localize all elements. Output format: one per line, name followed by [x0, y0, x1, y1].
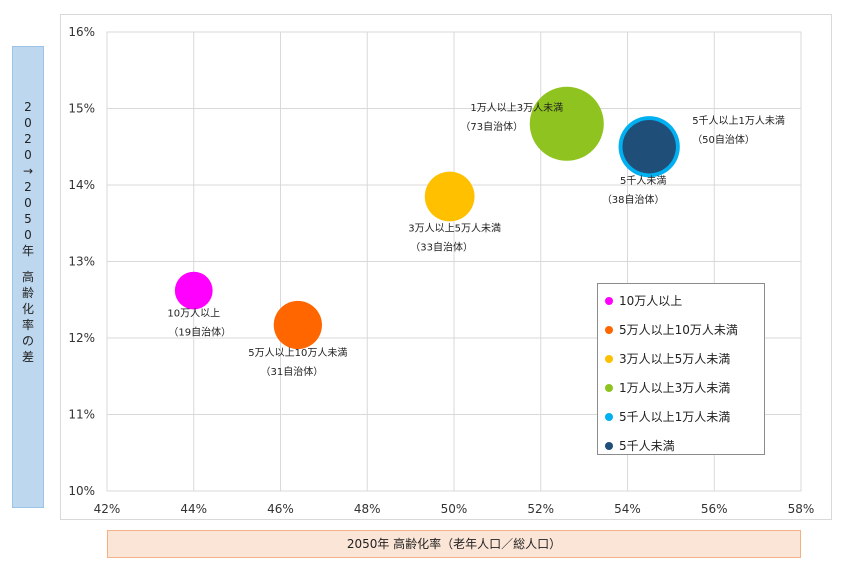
bubble-count-label: （50自治体） [692, 133, 755, 146]
y-axis-title-char: 2 [24, 132, 32, 146]
y-tick-label: 16% [68, 25, 95, 39]
bubble-count-label: （33自治体） [410, 240, 473, 253]
legend-item: 5万人以上10万人未満 [598, 315, 764, 344]
legend-item: 1万人以上3万人未満 [598, 373, 764, 402]
y-axis-title-char: 5 [24, 212, 32, 226]
x-tick-label: 48% [354, 502, 381, 516]
y-axis-title-char: 2 [24, 100, 32, 114]
bubble-label: 10万人以上 [167, 308, 220, 320]
y-axis-title-char: の [21, 334, 34, 348]
y-axis-title-char: 齢 [21, 286, 34, 300]
y-axis-title-char: 率 [21, 318, 34, 332]
bubble [529, 86, 604, 161]
legend-item: 3万人以上5万人未満 [598, 344, 764, 373]
legend-marker [605, 383, 613, 392]
y-axis-title-box: 2 0 2 0 → 2 0 5 0 年 高齢化率の差 [12, 46, 44, 508]
x-tick-label: 50% [441, 502, 468, 516]
legend-label: 3万人以上5万人未満 [619, 352, 731, 366]
y-axis-title-char: 差 [21, 350, 34, 364]
legend-marker [605, 441, 613, 450]
y-tick-label: 14% [68, 178, 95, 192]
bubble-count-label: （73自治体） [460, 120, 523, 133]
legend-item: 10万人以上 [598, 286, 764, 315]
bubble [174, 271, 213, 310]
bubble-label: 3万人以上5万人未満 [408, 222, 501, 234]
bubble [622, 120, 676, 174]
y-axis-title-char: 化 [21, 302, 34, 316]
x-tick-label: 46% [267, 502, 294, 516]
legend-label: 5千人以上1万人未満 [619, 410, 731, 424]
y-axis-title-char: 2 [24, 180, 32, 194]
y-tick-label: 15% [68, 102, 95, 116]
y-tick-label: 13% [68, 255, 95, 269]
bubble-label: 5万人以上10万人未満 [248, 347, 347, 359]
x-tick-label: 52% [527, 502, 554, 516]
x-tick-label: 58% [788, 502, 815, 516]
legend-marker [605, 325, 613, 334]
x-axis-title: 2050年 高齢化率（老年人口／総人口） [346, 537, 562, 551]
bubble-label: 5千人以上1万人未満 [692, 115, 785, 127]
legend-label: 5万人以上10万人未満 [619, 323, 738, 337]
legend: 10万人以上 5万人以上10万人未満 3万人以上5万人未満 1万人以上3万人未満 5千人… [597, 283, 765, 455]
bubble-label: 1万人以上3万人未満 [470, 102, 563, 114]
x-tick-label: 42% [94, 502, 121, 516]
bubble-count-label: （19自治体） [168, 326, 231, 339]
y-axis-title-char: 0 [24, 196, 32, 210]
legend-label: 10万人以上 [619, 294, 683, 308]
y-axis-title-char: → [22, 164, 34, 178]
legend-label: 5千人未満 [619, 439, 675, 453]
x-axis-title-box: 2050年 高齢化率（老年人口／総人口） [107, 530, 801, 558]
x-tick-label: 54% [614, 502, 641, 516]
bubble-count-label: （38自治体） [602, 193, 665, 206]
y-tick-label: 10% [68, 484, 95, 498]
legend-marker [605, 412, 613, 421]
legend-item: 5千人未満 [598, 431, 764, 460]
legend-marker [605, 296, 613, 305]
y-tick-label: 11% [68, 408, 95, 422]
y-axis-title: 2 0 2 0 → 2 0 5 0 年 高齢化率の差 [13, 99, 43, 365]
x-tick-label: 56% [701, 502, 728, 516]
legend-label: 1万人以上3万人未満 [619, 381, 731, 395]
bubble [273, 300, 322, 350]
y-axis-title-char: 0 [24, 116, 32, 130]
bubble-count-label: （31自治体） [260, 365, 323, 378]
x-tick-label: 44% [180, 502, 207, 516]
legend-marker [605, 354, 613, 363]
bubble [424, 171, 475, 222]
y-tick-label: 12% [68, 331, 95, 345]
y-axis-title-char: 年 [21, 244, 34, 258]
legend-item: 5千人以上1万人未満 [598, 402, 764, 431]
bubble-label: 5千人未満 [620, 175, 666, 187]
chart-frame [60, 14, 832, 520]
y-axis-title-char: 高 [21, 270, 34, 284]
y-axis-title-char: 0 [24, 228, 32, 242]
y-axis-title-char: 0 [24, 148, 32, 162]
